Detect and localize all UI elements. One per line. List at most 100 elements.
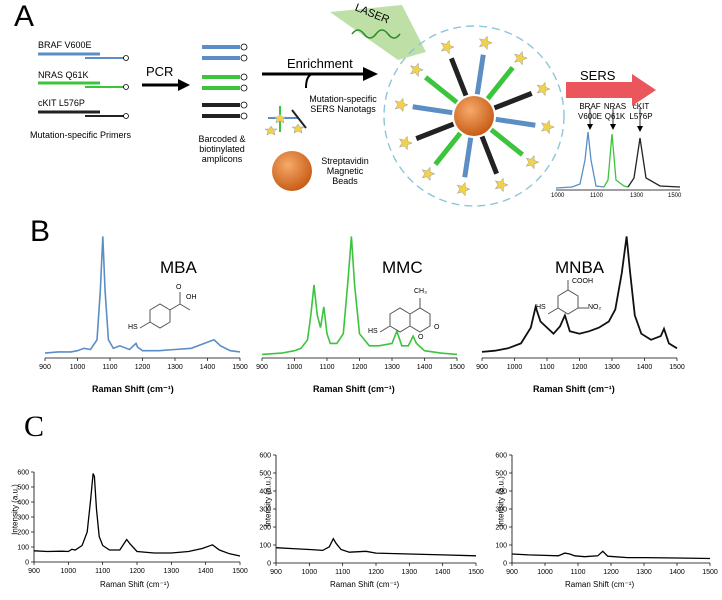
y-tick-label: 500 [17, 485, 29, 492]
spoke-strand [489, 127, 525, 157]
x-tick-label: 1100 [319, 364, 334, 371]
y-tick-label: 400 [17, 500, 29, 507]
nanotag-star [394, 97, 409, 113]
spoke-strand [462, 137, 474, 178]
y-tick-label: 600 [259, 453, 271, 460]
y-tick-label: 200 [495, 525, 507, 532]
x-tick-label: 1400 [435, 569, 451, 576]
y-tick-label: 200 [17, 530, 29, 537]
x-tick-label: 1200 [368, 569, 384, 576]
primer-nras-icon [38, 81, 129, 90]
x-tick-label: 1100 [335, 569, 350, 576]
spoke-strand [423, 75, 459, 105]
y-tick-label: 0 [267, 561, 271, 568]
y-tick-label: 400 [495, 489, 507, 496]
x-tick-label: 1300 [604, 364, 620, 371]
mba-hs-label: HS [128, 324, 138, 331]
sers-inset-spectrum [555, 108, 681, 191]
x-tick-label: 1300 [384, 364, 400, 371]
mmc-o1-label: O [418, 334, 424, 341]
y-tick-label: 400 [259, 489, 271, 496]
x-tick-label: 1100 [539, 364, 554, 371]
x-tick-label: 1100 [570, 569, 585, 576]
mmc-ch3-label: CH₃ [414, 288, 427, 295]
enrichment-label: Enrichment [287, 56, 353, 71]
mnba-no2-label: NO₂ [588, 304, 602, 311]
x-tick-label: 900 [270, 569, 282, 576]
panel-b-letter: B [30, 215, 51, 248]
mba-o-label: O [176, 284, 182, 291]
y-tick-label: 300 [17, 515, 29, 522]
x-tick-label: 1100 [95, 568, 110, 575]
nanotag-star [525, 154, 540, 170]
x-tick-label: 900 [506, 569, 518, 576]
sers-arrow-icon [566, 74, 656, 106]
c3-ylabel: Intensity (a.u.) [496, 476, 506, 527]
mmc-spectrum: 900 1000 1100 1200 1300 1400 1500 [256, 236, 465, 371]
mnba-cooh-label: COOH [572, 278, 593, 285]
nanotag-star [456, 181, 471, 197]
pcr-label: PCR [146, 64, 174, 79]
c1-spectrum: 900 1000 1100 1200 1300 1400 1500 0 100 200 300 400… [17, 470, 248, 576]
amplicons-caption: Barcoded & biotinylated amplicons [198, 134, 246, 164]
x-tick-label: 1000 [507, 364, 523, 371]
y-tick-label: 500 [259, 471, 271, 478]
x-tick-label: 1400 [200, 364, 216, 371]
x-tick-label: 1400 [637, 364, 653, 371]
x-tick-label: 1500 [232, 568, 248, 575]
x-tick-label: 1000 [537, 569, 553, 576]
x-tick-label: 1500 [702, 569, 718, 576]
molecule-mnba-label: MNBA [555, 258, 605, 277]
x-tick-label: 1300 [164, 568, 180, 575]
y-tick-label: 0 [503, 561, 507, 568]
spoke-strand [474, 54, 486, 95]
spoke-strand [493, 91, 533, 111]
x-tick-label: 1200 [603, 569, 619, 576]
sers-complex-icon [383, 25, 565, 207]
c1-xlabel: Raman Shift (cm⁻¹) [100, 580, 170, 589]
primer-ckit-label: cKIT L576P [38, 98, 85, 108]
c2-spectrum: 900 1000 1100 1200 1300 1400 1500 0 100 200 300 400… [259, 453, 484, 577]
mnba-spectrum: 900 1000 1100 1200 1300 1400 1500 [476, 236, 685, 371]
x-tick-label: 900 [256, 364, 268, 371]
b1-xlabel: Raman Shift (cm⁻¹) [92, 384, 174, 394]
x-tick-label: 1300 [636, 569, 652, 576]
nanotag-star [540, 119, 555, 135]
inset-tick-1500: 1500 [668, 193, 682, 199]
y-tick-label: 300 [495, 507, 507, 514]
mmc-o2-label: O [434, 324, 440, 331]
mnba-structure-icon [547, 280, 588, 315]
mba-spectrum: 900 1000 1100 1200 1300 1400 1500 [39, 236, 248, 371]
series-line [481, 236, 678, 353]
x-tick-label: 1200 [352, 364, 368, 371]
inset-tick-1300: 1300 [630, 193, 644, 199]
beads-caption: Streptavidin Magnetic Beads [321, 156, 369, 186]
series-line [261, 236, 458, 356]
nanotag-star [398, 135, 413, 151]
y-tick-label: 600 [495, 453, 507, 460]
y-tick-label: 100 [17, 545, 29, 552]
primer-nras-label: NRAS Q61K [38, 70, 89, 80]
spoke-strand [433, 131, 463, 167]
y-tick-label: 100 [259, 543, 271, 550]
y-tick-label: 500 [495, 471, 507, 478]
x-tick-label: 1000 [302, 569, 318, 576]
series-line [33, 473, 241, 557]
nanotag-star [478, 35, 493, 51]
y-tick-label: 200 [259, 525, 271, 532]
primer-ckit-icon [38, 110, 129, 119]
c2-xlabel: Raman Shift (cm⁻¹) [330, 580, 400, 589]
nanotag-star [409, 62, 424, 78]
pcr-arrow-icon [142, 79, 190, 91]
y-tick-label: 0 [25, 560, 29, 567]
x-tick-label: 1000 [287, 364, 303, 371]
y-tick-label: 100 [495, 543, 507, 550]
x-tick-label: 900 [476, 364, 488, 371]
c3-xlabel: Raman Shift (cm⁻¹) [565, 580, 635, 589]
series-line [511, 550, 711, 560]
series-line [44, 236, 241, 354]
x-tick-label: 1400 [198, 568, 214, 575]
mba-oh-label: OH [186, 294, 197, 301]
x-tick-label: 1400 [669, 569, 685, 576]
